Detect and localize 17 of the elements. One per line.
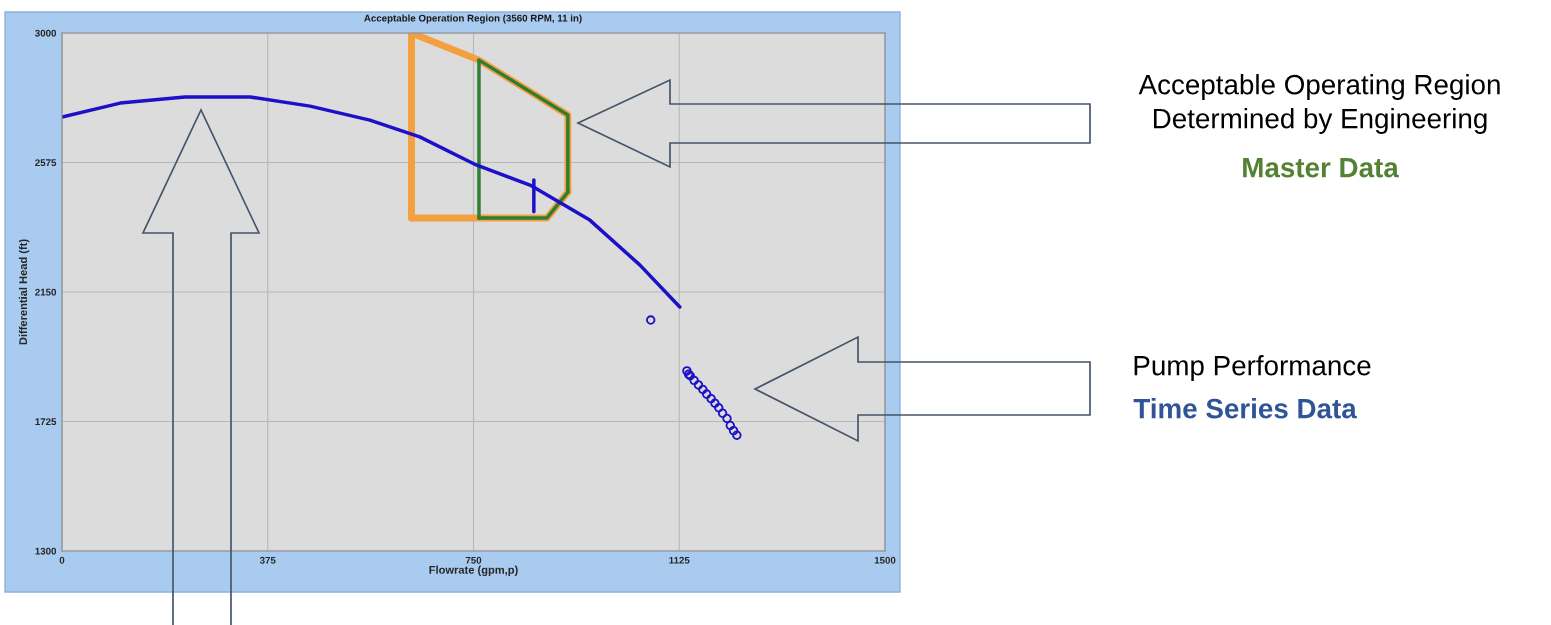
text: Time Series Data	[1133, 398, 1357, 419]
text: Acceptable Operating Region Determined by Engineering	[1138, 74, 1500, 134]
x-tick-label: 375	[259, 556, 276, 564]
x-axis-title: Flowrate (gpm,p)	[429, 565, 518, 577]
y-axis-title: Differential Head (ft)	[18, 239, 30, 345]
x-tick-label: 750	[465, 556, 482, 564]
y-tick-label: 1725	[35, 418, 57, 426]
y-tick-label: 3000	[35, 29, 57, 37]
x-tick-label: 1125	[669, 556, 690, 564]
text: Pump Performance	[1134, 355, 1371, 381]
y-tick-label: 1300	[35, 547, 57, 555]
x-tick-label: 0	[59, 556, 65, 564]
y-tick-label: 2150	[35, 288, 57, 296]
chart-title: Acceptable Operation Region (3560 RPM, 11 in)	[364, 14, 582, 24]
x-tick-label: 1500	[874, 556, 896, 564]
text: Master Data	[1243, 158, 1399, 178]
y-tick-label: 2575	[35, 159, 57, 167]
